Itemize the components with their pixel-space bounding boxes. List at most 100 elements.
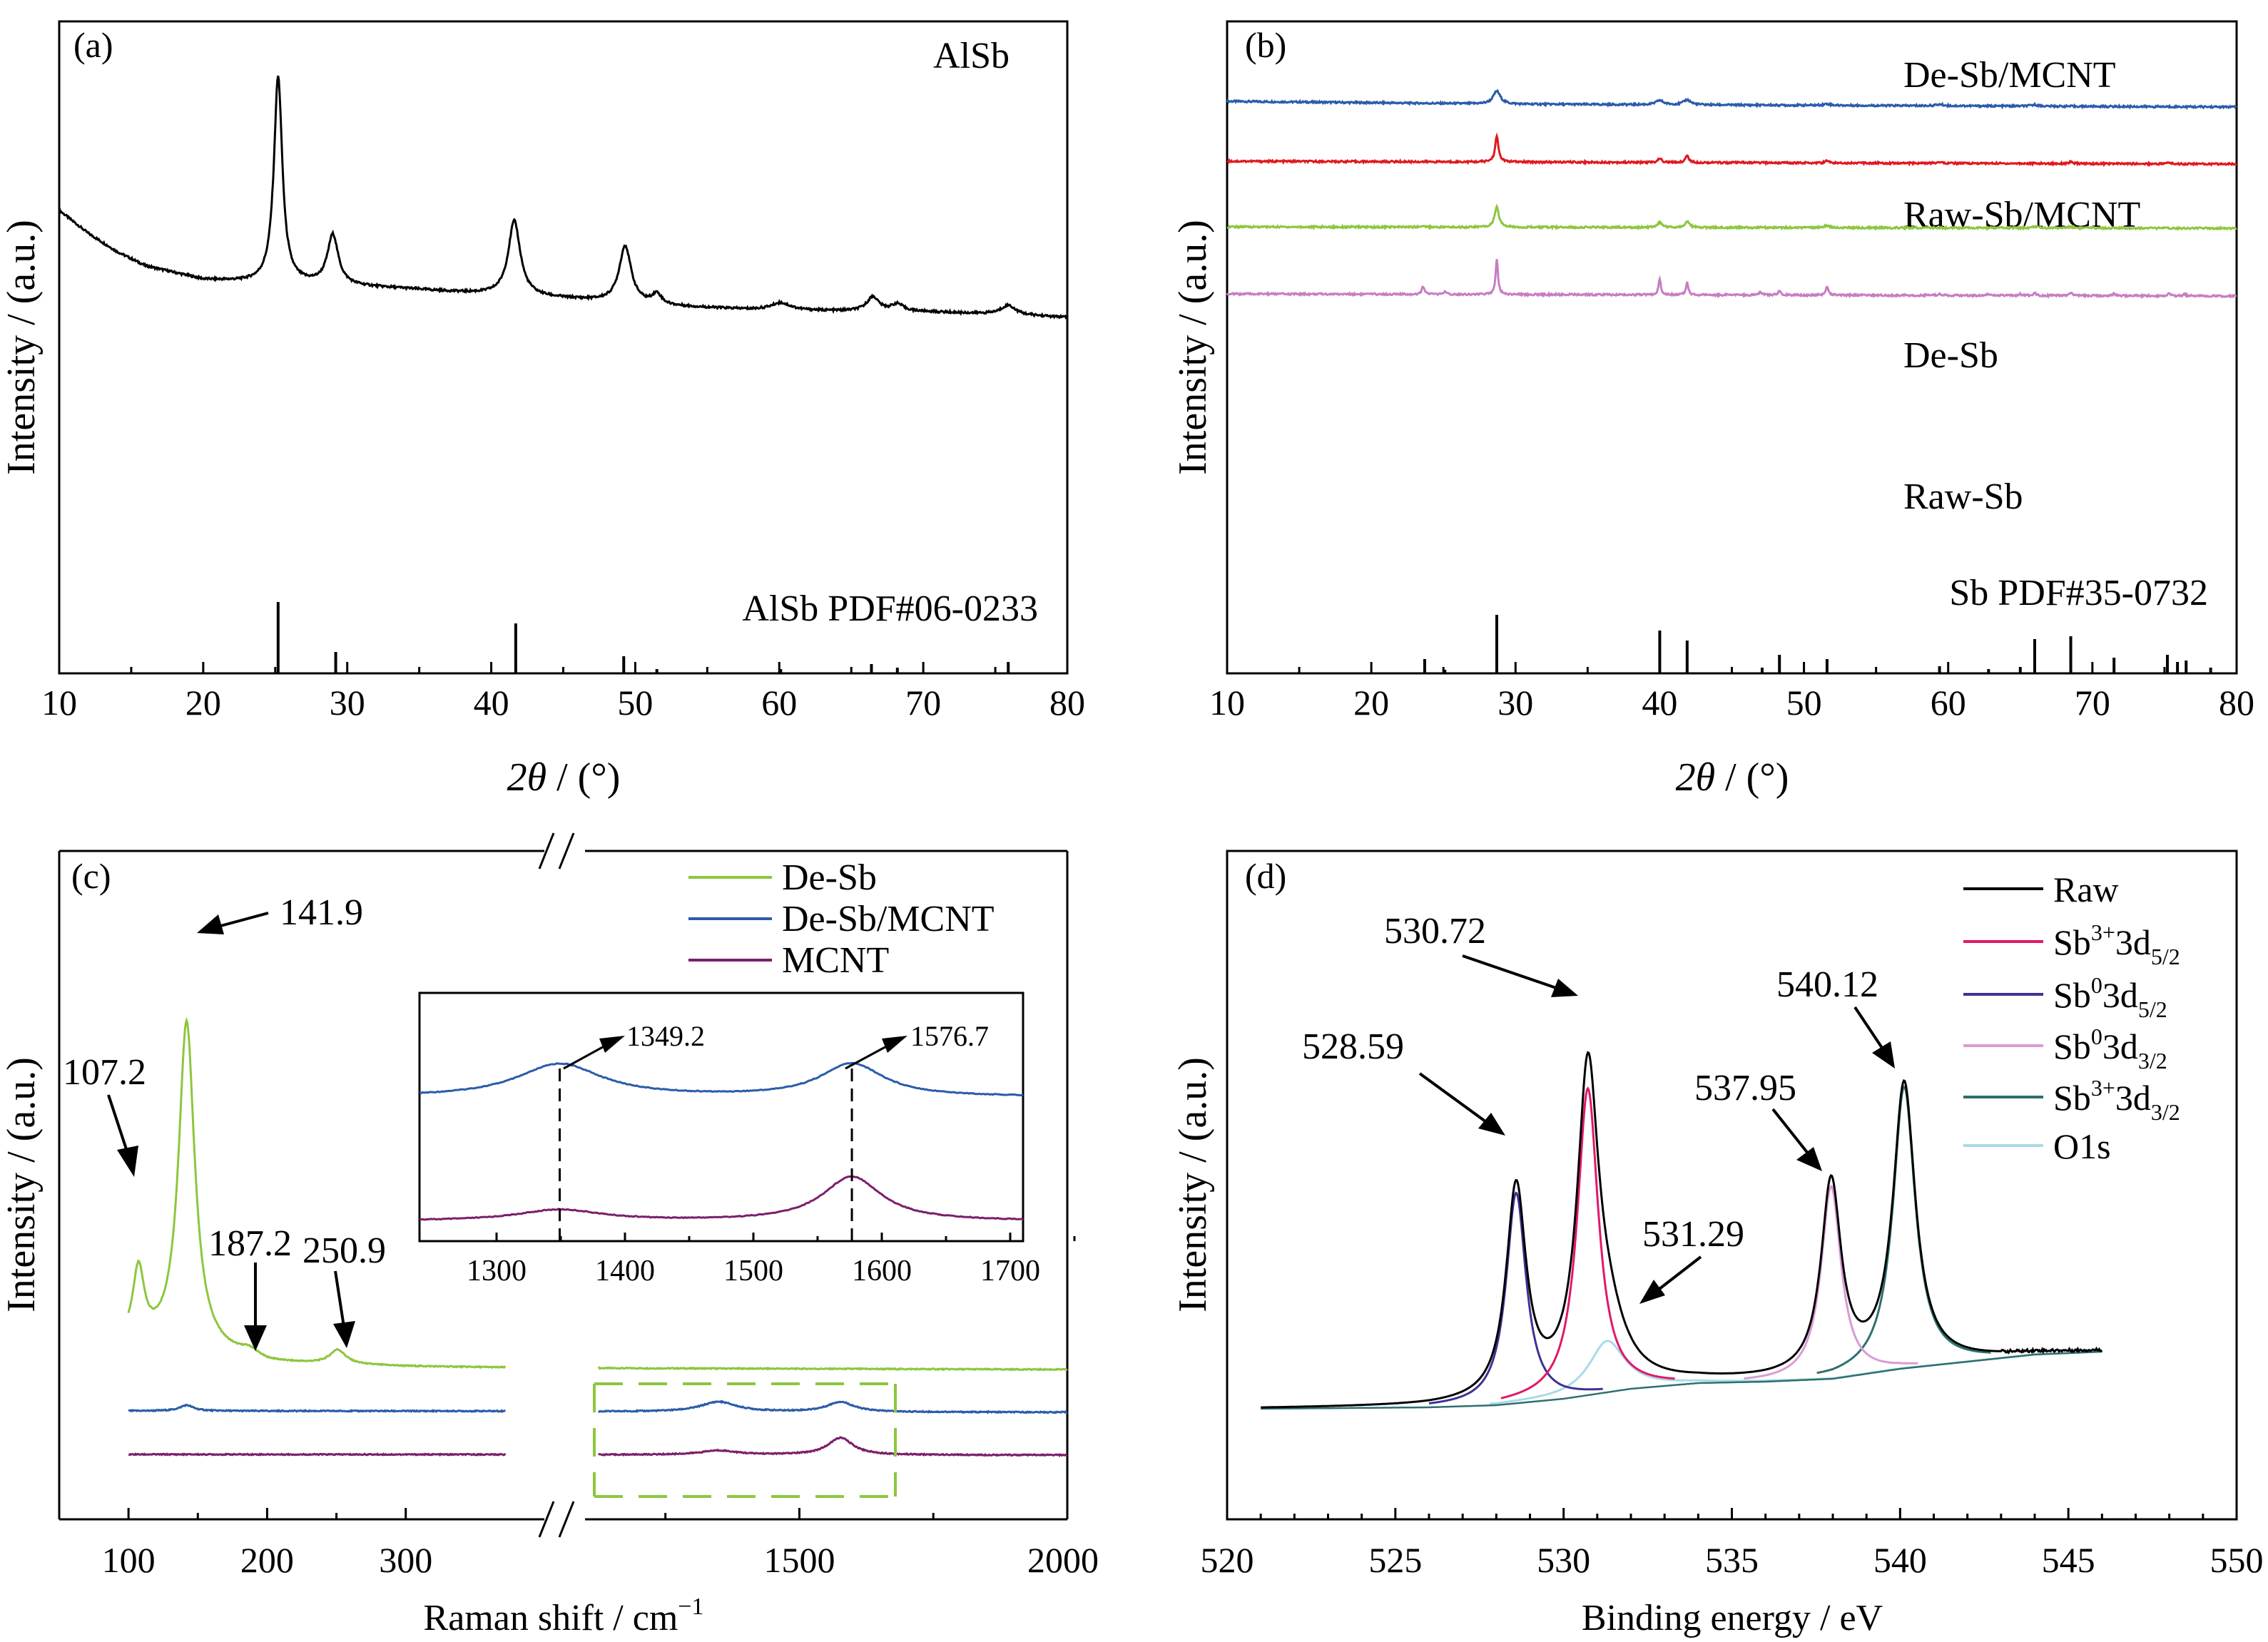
x-tick-label: 535 — [1705, 1540, 1759, 1580]
series-line-mcnt-left — [128, 1452, 507, 1457]
panel-c: (c) 100 200 300 1500 2000 Raman shift / cm−1… — [0, 832, 1099, 1638]
x-tick-label: 50 — [1786, 683, 1822, 723]
x-tick-label: 40 — [474, 683, 509, 723]
panel-label: (d) — [1245, 856, 1286, 896]
x-tick-label: 530 — [1537, 1540, 1590, 1580]
inset-annotation-1349: 1349.2 — [626, 1020, 705, 1052]
panel-label: (c) — [71, 856, 111, 896]
legend-label-o1s: O1s — [2053, 1126, 2111, 1166]
inset-x-tick-labels: 1300 1400 1500 1600 1700 — [467, 1255, 1040, 1287]
legend-label-de-sb: De-Sb — [1903, 335, 1998, 376]
legend: Raw Sb3+3d5/2 Sb03d5/2 Sb03d3/2 Sb3+3d3/… — [1963, 870, 2180, 1166]
x-ticks — [1226, 662, 2238, 673]
inset-series-line-de-sb-mcnt — [419, 1061, 1024, 1096]
plot-frame — [58, 850, 1069, 1521]
legend-label: AlSb — [933, 36, 1010, 76]
x-tick-labels: 520 525 530 535 540 545 550 — [1201, 1540, 2264, 1580]
annotation-537-95: 537.95 — [1694, 1068, 1796, 1108]
inset-x-ticks — [495, 1233, 1076, 1241]
panel-a: (a) AlSb AlSb PDF#06-0233 10 20 30 40 50 60 70… — [0, 20, 1085, 800]
x-tick-label: 60 — [761, 683, 797, 723]
series-group — [127, 1016, 1068, 1457]
x-tick-label: 540 — [1873, 1540, 1927, 1580]
legend-label-sb0-3d52: Sb03d5/2 — [2053, 972, 2167, 1022]
x-tick-labels: 100 200 300 1500 2000 — [102, 1540, 1099, 1580]
legend-label: MCNT — [782, 940, 889, 981]
x-tick-label: 10 — [1209, 683, 1245, 723]
x-tick-label: 80 — [1049, 683, 1085, 723]
inset-series-group — [419, 1061, 1024, 1221]
legend-label: De-Sb — [782, 857, 877, 898]
x-tick-label: 525 — [1368, 1540, 1422, 1580]
annotation-187-2: 187.2 — [208, 1223, 292, 1264]
x-axis-title: 2θ / (°) — [1676, 755, 1789, 800]
x-tick-label: 70 — [905, 683, 941, 723]
series-group — [1226, 88, 2237, 300]
series-line-de-sb-mcnt-left — [128, 1403, 506, 1414]
x-tick-label: 520 — [1201, 1540, 1254, 1580]
reference-lines — [1423, 615, 2212, 673]
x-tick-label: 60 — [1931, 683, 1966, 723]
series-line-de-sb-left — [127, 1016, 507, 1370]
annotation-530-72: 530.72 — [1384, 911, 1486, 952]
series-line-mcnt-right — [597, 1436, 1068, 1457]
x-tick-label: 300 — [379, 1540, 432, 1580]
series-line-de-sb-right — [597, 1366, 1068, 1372]
inset-x-tick-label: 1500 — [723, 1255, 783, 1287]
x-tick-label: 550 — [2210, 1540, 2264, 1580]
component-sb3-3-2 — [1816, 1085, 1991, 1375]
axis-break-marks — [538, 832, 575, 1538]
annotation-arrows — [1418, 954, 1895, 1304]
x-tick-label: 70 — [2075, 683, 2110, 723]
legend-label-sb3-3d52: Sb3+3d5/2 — [2053, 919, 2180, 969]
x-tick-label: 20 — [185, 683, 221, 723]
x-tick-labels: 10 20 30 40 50 60 70 80 — [41, 683, 1085, 723]
legend-label-sb0-3d32: Sb03d3/2 — [2053, 1024, 2167, 1074]
peak-annotations: 107.2 141.9 187.2 250.9 — [63, 892, 386, 1271]
x-tick-label: 200 — [240, 1540, 294, 1580]
x-axis-title: Binding energy / eV — [1582, 1598, 1883, 1638]
annotation-141-9: 141.9 — [280, 892, 363, 933]
legend-label: De-Sb/MCNT — [782, 899, 995, 939]
x-ticks — [1226, 1508, 2238, 1519]
reference-label: AlSb PDF#06-0233 — [742, 588, 1038, 629]
series-group — [1261, 1051, 2103, 1410]
inset-dashed-markers — [559, 1069, 853, 1241]
reference-lines — [276, 602, 1010, 673]
background-line — [1261, 1350, 2102, 1410]
inset-x-tick-label: 1400 — [595, 1255, 655, 1287]
y-axis-title: Intensity / (a.u.) — [0, 220, 44, 475]
x-tick-label: 30 — [330, 683, 365, 723]
x-tick-label: 40 — [1642, 683, 1677, 723]
x-axis-title: Raman shift / cm−1 — [424, 1593, 704, 1638]
legend-label-raw-sb: Raw-Sb — [1903, 476, 2023, 517]
inset-x-tick-label: 1600 — [852, 1255, 912, 1287]
component-sb05-2 — [1428, 1191, 1603, 1404]
annotation-528-59: 528.59 — [1302, 1026, 1404, 1067]
x-tick-label: 30 — [1497, 683, 1533, 723]
inset-x-tick-label: 1300 — [467, 1255, 527, 1287]
x-tick-label: 50 — [617, 683, 653, 723]
y-axis-title: Intensity / (a.u.) — [1171, 220, 1215, 475]
panel-label: (a) — [73, 25, 113, 65]
reference-label: Sb PDF#35-0732 — [1949, 573, 2208, 613]
panel-d: (d) 520 525 530 535 540 545 550 Binding energy… — [1171, 850, 2264, 1638]
annotation-531-29: 531.29 — [1642, 1214, 1744, 1255]
inset-series-line-mcnt — [419, 1175, 1024, 1221]
inset-arrows — [563, 1036, 907, 1070]
series-line-de-sb-mcnt-right — [597, 1399, 1068, 1414]
zoom-region — [593, 1382, 897, 1498]
inset-plot: 1300 1400 1500 1600 1700 1349.2 1576.7 — [418, 991, 1076, 1287]
x-tick-label: 10 — [41, 683, 77, 723]
legend: De-Sb De-Sb/MCNT MCNT — [688, 857, 995, 981]
legend-label-raw: Raw — [2053, 870, 2119, 909]
series-line-raw-sb — [1226, 259, 2237, 300]
x-tick-label: 80 — [2219, 683, 2254, 723]
series-line-alsb — [58, 76, 1068, 320]
plot-frame — [58, 20, 1069, 675]
legend-label-de-sb-mcnt: De-Sb/MCNT — [1903, 55, 2116, 96]
inset-x-tick-label: 1700 — [980, 1255, 1040, 1287]
x-tick-label: 20 — [1353, 683, 1389, 723]
series-line-de-sb — [1227, 203, 2237, 232]
